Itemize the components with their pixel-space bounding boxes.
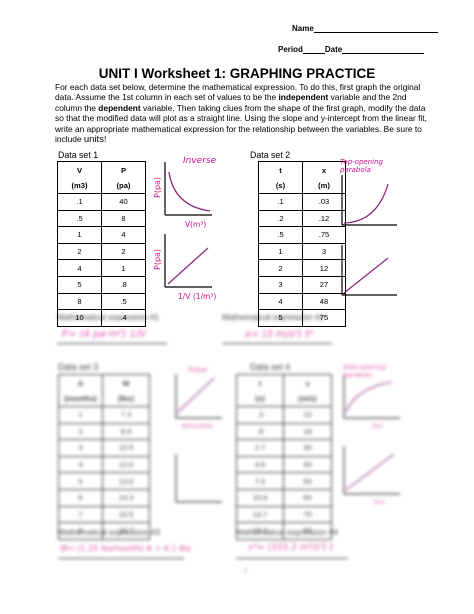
table-row: 7 15.5 [58,505,150,524]
data-set-3-graph-linear: A(months) [175,374,222,430]
data-set-2-graph-linear [341,245,397,296]
period-line[interactable] [302,45,325,54]
period-label: Period [278,45,303,54]
svg-text:V(m³): V(m³) [185,220,206,229]
table-row: 4 12.0 [58,455,150,474]
table-row: .1 40 [57,193,146,211]
expression-2-answer: x= (3 m/s²) t² [245,329,314,340]
data-set-3-label: Data set 3 [58,362,99,372]
data-set-2-label: Data set 2 [250,150,291,160]
data-set-3-graph-empty [175,454,222,503]
name-field: Name [292,24,438,33]
svg-text:t(s): t(s) [374,499,384,506]
table-row: 8.5 [57,292,146,311]
table-row: 5 75 [258,309,346,327]
data-set-1-graph-linear: P(pa) 1/V (1/m³) [153,234,216,301]
table-row: .5 8 [57,209,146,228]
graph-note-parabola: Top-opening parabola [340,158,383,174]
svg-text:P(pa): P(pa) [153,249,162,270]
page-number: 1 [244,568,248,574]
date-line[interactable] [342,45,425,54]
table-row: 2.7 30 [236,439,332,457]
table-row: 14.7 70 [236,505,332,524]
expression-3-line [58,557,184,559]
table-row: .8 18 [236,422,332,441]
data-set-4-graph-parabola: t(s) [343,374,400,430]
table-row: 7.5 50 [236,472,332,490]
expression-1-label: Mathematical expression #1 [57,313,159,322]
table-row: 5 13.0 [58,472,150,490]
data-set-1-graph-inverse: P(pa) V(m³) [153,162,212,229]
period-date-field: Period Date [278,45,425,54]
graph-note-linear: linear [188,366,208,374]
table-row: 2 12 [258,259,346,277]
svg-text:A(months): A(months) [182,423,213,430]
table-row: .1.03 [258,193,346,211]
data-set-1-label: Data set 1 [58,150,99,160]
table-row: 6 14.3 [58,488,150,507]
name-label: Name [292,24,314,33]
table-row: .5.75 [258,226,346,244]
table-row: 8 16.7 [58,522,150,540]
expression-4-answer: v²= (333.3 m²/s³) t [248,543,334,553]
data-set-2-graph-parabola [341,175,397,226]
table-row: .3 10 [236,406,332,424]
expression-1-answer: P= (4 pa·m³) 1/V [62,329,147,340]
svg-text:P(pa): P(pa) [153,177,162,198]
table-row: 4 48 [258,292,346,311]
name-line[interactable] [313,24,438,33]
table-row: 10.8 60 [236,488,332,507]
table-row: 4.8 40 [236,455,332,474]
expression-2-line [222,342,332,344]
data-set-4-graph-linear: t(s) [343,446,400,506]
table-row: 10.4 [57,309,146,327]
table-row: 2 9.4 [58,422,150,441]
graph-note-side-parabola: Side-opening parabola [343,363,386,379]
expression-4-label: Mathematical expression #4 [236,528,338,537]
instructions: For each data set below, determine the m… [55,82,427,146]
expression-1-line [57,342,167,344]
expression-3-answer: W= (1.35 lbs/month) A + 6.1 lbs [60,544,191,553]
svg-text:t(s): t(s) [372,423,382,430]
table-row: 5.8 [57,275,146,294]
expression-4-line [236,557,348,559]
svg-text:1/V (1/m³): 1/V (1/m³) [178,292,216,301]
expression-3-label: Mathematical expression #3 [58,528,160,537]
data-set-4-label: Data set 4 [250,362,291,372]
table-row: 3 10.5 [58,439,150,457]
graph-note-inverse: Inverse [183,156,217,166]
table-row: 1 7.3 [58,406,150,424]
date-label: Date [324,45,343,54]
expression-2-label: Mathematical expression #2 [222,313,324,322]
page-title: UNIT I Worksheet 1: GRAPHING PRACTICE [98,66,376,81]
table-row: 19.2 80 [236,522,332,540]
